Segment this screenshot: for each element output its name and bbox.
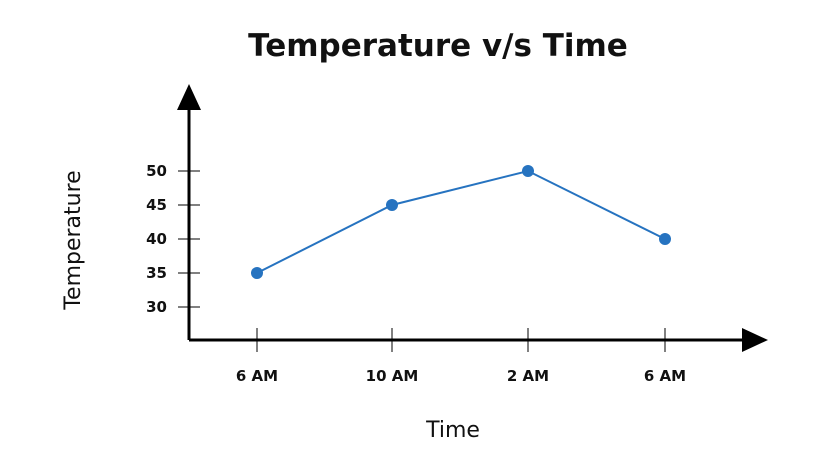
x-axis-title: Time — [425, 418, 480, 443]
x-axis-ticks: 6 AM 10 AM 2 AM 6 AM — [236, 328, 686, 385]
data-point — [386, 199, 398, 211]
x-tick-label: 10 AM — [366, 367, 419, 385]
data-point — [522, 165, 534, 177]
y-tick-label: 45 — [146, 196, 167, 214]
y-axis-ticks: 30 35 40 45 50 — [146, 162, 200, 316]
y-axis-arrow — [177, 84, 201, 110]
x-tick-label: 6 AM — [644, 367, 686, 385]
y-tick-label: 50 — [146, 162, 167, 180]
y-tick-label: 30 — [146, 298, 167, 316]
chart-title: Temperature v/s Time — [248, 28, 628, 64]
axes — [177, 84, 768, 352]
series-layer — [251, 165, 671, 279]
x-axis-arrow — [742, 328, 768, 352]
x-tick-label: 6 AM — [236, 367, 278, 385]
x-tick-label: 2 AM — [507, 367, 549, 385]
data-point — [251, 267, 263, 279]
y-tick-label: 40 — [146, 230, 167, 248]
series-line — [256, 169, 666, 274]
y-axis-title: Temperature — [61, 170, 86, 310]
data-point — [659, 233, 671, 245]
y-tick-label: 35 — [146, 264, 167, 282]
